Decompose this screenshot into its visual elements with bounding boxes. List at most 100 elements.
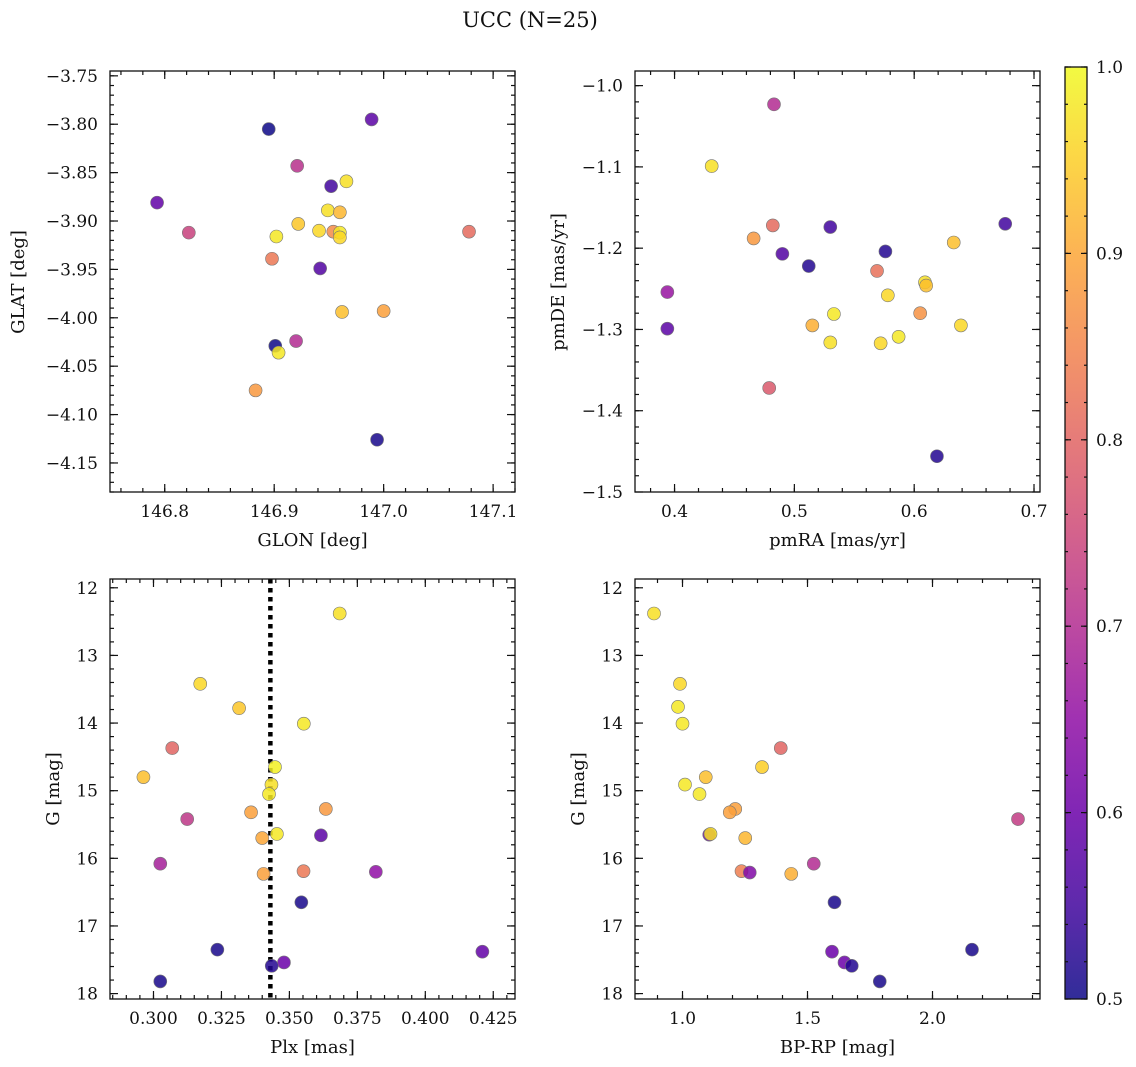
data-point	[182, 225, 196, 240]
data-point	[755, 760, 769, 774]
data-point	[294, 895, 309, 910]
data-point	[872, 974, 887, 989]
data-point	[823, 220, 838, 234]
x-tick-label: 0.4	[661, 502, 688, 522]
colorbar-tick-label: 1.0	[1096, 58, 1123, 78]
colorbar-frame	[1064, 66, 1088, 1000]
x-tick-label: 0.425	[469, 1009, 518, 1029]
data-point	[919, 278, 933, 293]
x-tick-label: 1.0	[669, 1009, 696, 1029]
data-point	[1011, 812, 1025, 826]
data-point	[269, 229, 284, 244]
data-point	[913, 306, 927, 320]
data-point	[314, 828, 328, 843]
data-point	[965, 942, 979, 957]
y-tick-label: −4.10	[46, 406, 98, 426]
x-axis-label: BP-RP [mag]	[780, 1037, 895, 1058]
colorbar-tick-label: 0.7	[1096, 617, 1123, 637]
data-point	[873, 336, 888, 351]
x-tick-label: 0.7	[1020, 502, 1047, 522]
data-point	[742, 865, 757, 880]
y-tick-label: −3.90	[46, 212, 98, 232]
y-tick-label: 13	[601, 646, 623, 666]
data-point	[870, 264, 884, 278]
data-point	[335, 305, 349, 319]
data-point	[369, 865, 383, 879]
data-point	[136, 770, 151, 784]
axes-frame	[109, 70, 516, 493]
data-point	[153, 974, 168, 989]
data-point	[881, 288, 895, 303]
data-point	[277, 955, 291, 970]
data-point	[312, 223, 326, 238]
y-tick-label: 15	[76, 782, 98, 802]
data-point	[998, 216, 1013, 231]
data-point	[333, 230, 347, 245]
data-point	[827, 307, 841, 321]
minor-ticks	[110, 71, 516, 493]
data-point	[290, 159, 304, 173]
y-tick-label: −1.2	[582, 239, 623, 259]
data-point	[256, 867, 271, 881]
data-point	[823, 335, 838, 350]
y-tick-label: −1.4	[582, 402, 623, 422]
data-point	[827, 895, 842, 910]
y-tick-label: −1.1	[582, 158, 623, 178]
y-tick-label: −4.00	[46, 309, 98, 329]
axes-frame	[634, 70, 1041, 493]
data-point	[660, 285, 675, 299]
data-point	[675, 716, 690, 731]
data-point	[370, 432, 384, 447]
data-point	[264, 959, 279, 973]
data-point	[339, 174, 354, 189]
x-tick-label: 146.8	[140, 502, 189, 522]
y-axis-label: G [mag]	[43, 752, 64, 825]
data-point	[671, 700, 685, 714]
data-point	[946, 235, 961, 250]
data-point	[296, 864, 311, 878]
scatter-points	[647, 606, 1025, 989]
data-point	[332, 606, 347, 621]
y-tick-label: 14	[76, 714, 98, 734]
x-axis-label: GLON [deg]	[257, 530, 367, 551]
data-point	[261, 122, 276, 136]
data-point	[319, 802, 333, 816]
data-point	[844, 959, 859, 973]
data-point	[767, 97, 781, 112]
data-point	[313, 261, 327, 276]
data-point	[255, 831, 270, 845]
y-tick-label: −3.95	[46, 260, 98, 280]
y-tick-label: 15	[601, 782, 623, 802]
y-axis-label: GLAT [deg]	[8, 230, 29, 334]
x-tick-label: 0.350	[265, 1009, 314, 1029]
colorbar: 0.5 0.6 0.7 0.8 0.9 1.0	[1064, 58, 1123, 1010]
data-point	[462, 224, 476, 239]
data-point	[660, 321, 675, 336]
data-point	[703, 827, 718, 841]
x-axis-label: Plx [mas]	[270, 1037, 355, 1058]
y-axis-label: pmDE [mas/yr]	[548, 213, 569, 351]
data-point	[324, 179, 338, 193]
data-point	[376, 304, 391, 318]
data-point	[244, 805, 258, 820]
data-point	[704, 159, 719, 173]
x-tick-label: 0.5	[781, 502, 808, 522]
x-axis-label: pmRA [mas/yr]	[769, 530, 906, 551]
data-point	[289, 334, 303, 348]
x-tick-label: 0.325	[197, 1009, 246, 1029]
scatter-points	[150, 112, 476, 447]
data-point	[271, 345, 286, 360]
axes-frame	[109, 578, 516, 1000]
data-point	[193, 677, 208, 691]
data-point	[248, 383, 263, 398]
data-point	[647, 606, 661, 621]
data-point	[165, 741, 180, 755]
colorbar-tick-label: 0.5	[1096, 990, 1123, 1010]
data-point	[773, 741, 788, 755]
x-tick-label: 147.1	[469, 502, 518, 522]
data-point	[692, 787, 707, 801]
y-tick-label: 17	[601, 917, 623, 937]
data-point	[268, 760, 282, 774]
colorbar-tick-label: 0.9	[1096, 244, 1123, 264]
